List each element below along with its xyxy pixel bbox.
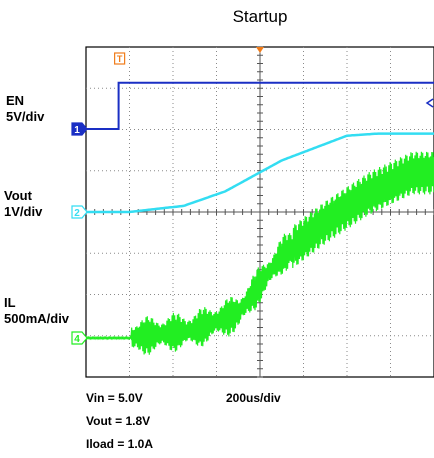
trace-il <box>85 151 434 355</box>
trigger-box <box>114 52 126 65</box>
channel-marker-label: 1 <box>74 125 80 136</box>
trigger-level-icon <box>425 98 434 108</box>
trigger-marker: T <box>114 52 126 65</box>
channel-1-marker: 1 <box>71 122 88 136</box>
channel-marker-label: 2 <box>74 208 80 219</box>
ch2-scale: 1V/div <box>4 204 43 219</box>
trigger-label: T <box>117 54 123 64</box>
ch4-name: IL <box>4 295 16 310</box>
channel-marker-shape <box>71 331 88 345</box>
traces <box>85 81 434 355</box>
trace-en <box>86 81 434 130</box>
channel-marker-label: 4 <box>74 334 80 345</box>
channel-4-marker: 4 <box>71 331 88 345</box>
channel-marker-shape <box>71 122 88 136</box>
channel-2-marker: 2 <box>71 205 88 219</box>
trace-vout <box>86 132 434 214</box>
timebase-label: 200us/div <box>226 391 281 405</box>
channel-marker-shape <box>71 205 88 219</box>
channel-markers: 1 2 4 T <box>71 47 434 345</box>
condition-vin: Vin = 5.0V <box>86 391 143 405</box>
ch1-name: EN <box>6 93 25 108</box>
condition-vout: Vout = 1.8V <box>86 414 151 428</box>
ch1-scale: 5V/div <box>6 109 45 124</box>
trigger-position-icon <box>256 47 264 53</box>
ch4-scale: 500mA/div <box>4 311 70 326</box>
condition-iload: Iload = 1.0A <box>86 437 154 451</box>
chart-title: Startup <box>232 7 288 26</box>
ch2-name: Vout <box>4 188 32 203</box>
